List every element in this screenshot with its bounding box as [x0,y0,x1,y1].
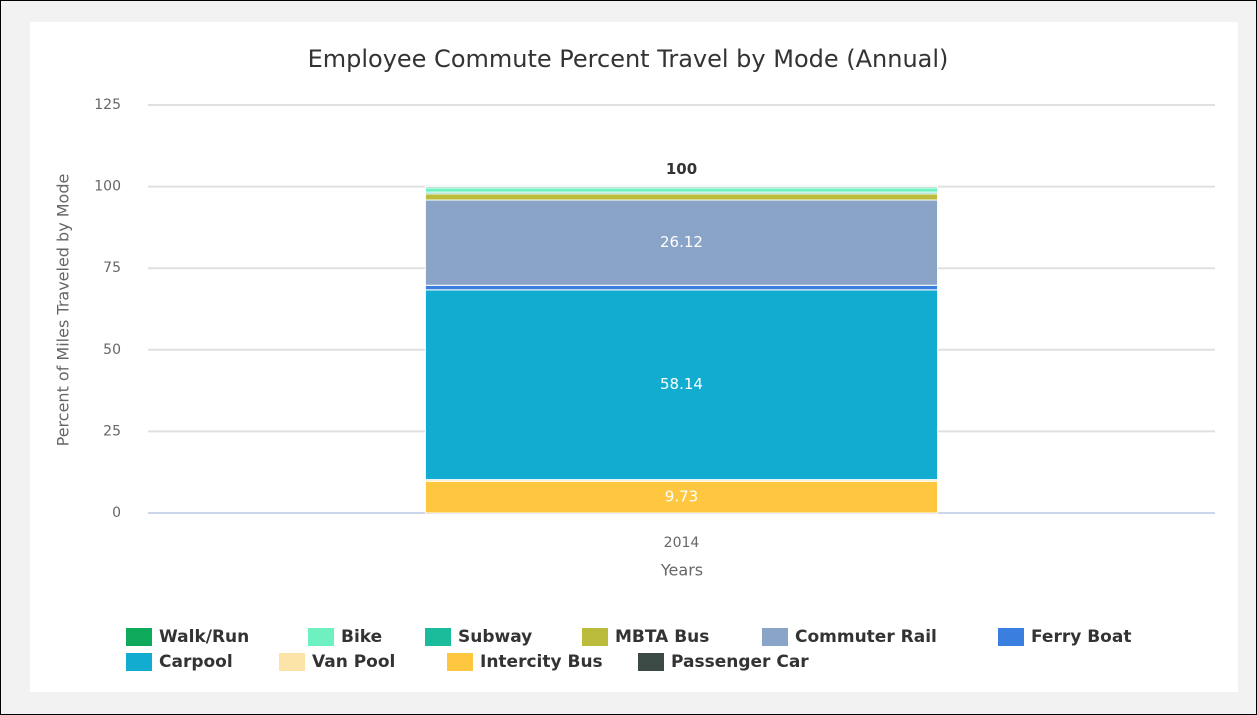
bar-segment [424,480,939,514]
legend-swatch [998,628,1024,646]
legend-swatch [126,628,152,646]
bar-segment [424,284,939,291]
y-tick-label: 50 [103,342,121,358]
legend-label: Bike [341,627,382,647]
legend-label: Passenger Car [671,652,809,672]
y-tick-label: 125 [94,97,121,113]
legend-swatch [638,653,664,671]
x-axis-label: Years [660,561,703,580]
legend-swatch [582,628,608,646]
bar-segment [424,186,939,189]
legend-swatch [308,628,334,646]
x-tick-label: 2014 [664,535,700,551]
bar-segment [424,193,939,201]
legend-label: Walk/Run [159,627,249,647]
data-label: 26.12 [660,233,703,251]
legend-label: Subway [458,627,532,647]
y-tick-label: 25 [103,423,121,439]
y-axis-label: Percent of Miles Traveled by Mode [54,174,73,447]
total-label: 100 [666,160,697,178]
bar-segment [424,199,939,286]
legend-label: MBTA Bus [615,627,709,647]
legend-label: Commuter Rail [795,627,937,647]
y-tick-label: 100 [94,179,121,195]
legend-swatch [126,653,152,671]
legend-label: Van Pool [312,652,395,672]
legend-label: Carpool [159,652,233,672]
bar-segment [424,289,939,481]
bar-segment [424,187,939,193]
legend-swatch [425,628,451,646]
legend-swatch [279,653,305,671]
chart-title: Employee Commute Percent Travel by Mode … [308,45,949,73]
data-label: 9.73 [665,488,698,506]
y-tick-label: 0 [112,505,121,521]
legend-label: Ferry Boat [1031,627,1131,647]
data-label: 58.14 [660,375,703,393]
legend-swatch [447,653,473,671]
y-tick-label: 75 [103,260,121,276]
legend-label: Intercity Bus [480,652,603,672]
legend-swatch [762,628,788,646]
